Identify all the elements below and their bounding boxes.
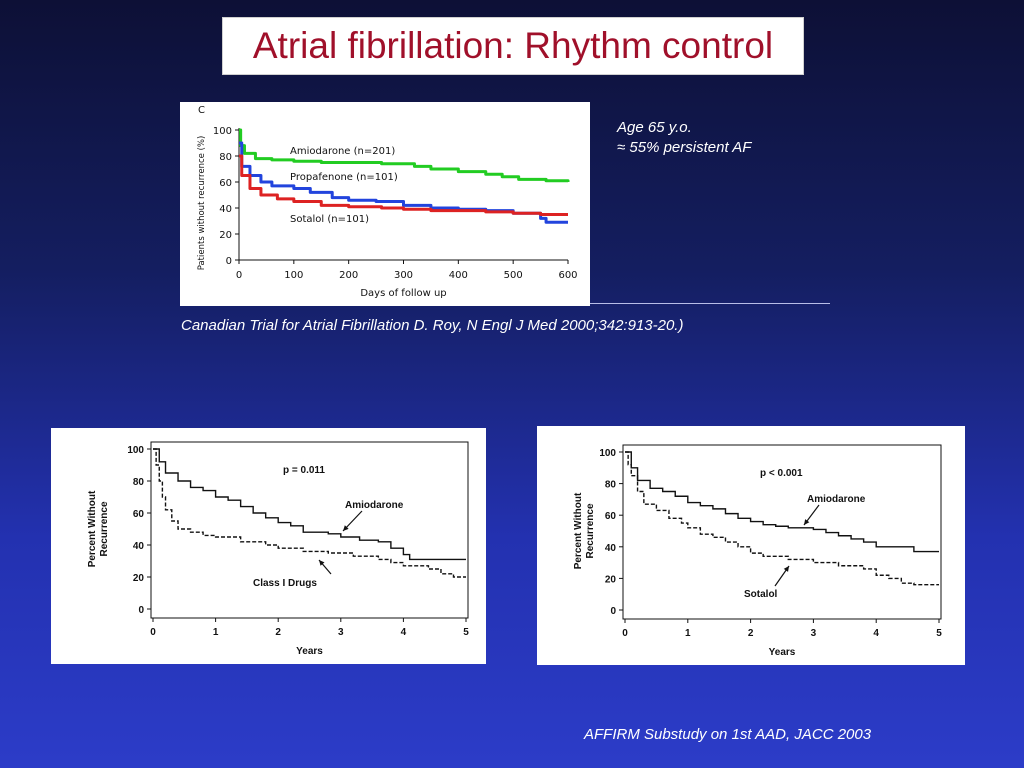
y-axis-label-line2: Recurrence xyxy=(99,501,110,556)
series-label-class-i-drugs: Class I Drugs xyxy=(253,578,317,589)
citation-ctaf: Canadian Trial for Atrial Fibrillation D… xyxy=(181,317,684,334)
x-tick-label: 5 xyxy=(936,628,942,639)
x-tick-label: 1 xyxy=(213,627,219,638)
x-tick-label: 3 xyxy=(811,628,817,639)
y-tick-label: 100 xyxy=(127,445,144,456)
x-tick-label: 0 xyxy=(236,270,242,281)
chart-panel-sotalol: 0 20 40 60 80 100 0 1 2 3 4 5 Years Percent Without Re… xyxy=(537,426,965,665)
x-tick-label: 600 xyxy=(558,270,577,281)
panel-letter: C xyxy=(198,105,205,116)
y-tick-label: 80 xyxy=(219,152,232,163)
x-tick-label: 300 xyxy=(394,270,413,281)
y-tick-label: 20 xyxy=(219,230,232,241)
note-age: Age 65 y.o. xyxy=(617,119,692,136)
y-tick-label: 40 xyxy=(133,541,145,552)
y-tick-label: 0 xyxy=(610,606,616,617)
study-note: Age 65 y.o. ≈ 55% persistent AF xyxy=(617,118,751,158)
y-tick-label: 60 xyxy=(605,511,617,522)
series-label-propafenone-n-101: Propafenone (n=101) xyxy=(290,172,398,183)
label-arrow-head xyxy=(319,560,325,566)
x-tick-label: 0 xyxy=(622,628,628,639)
y-tick-label: 80 xyxy=(605,480,617,491)
label-arrow-head xyxy=(804,519,810,525)
x-tick-label: 4 xyxy=(873,628,879,639)
label-arrow-head xyxy=(783,566,789,572)
p-value-annotation: p < 0.001 xyxy=(760,468,803,479)
y-tick-label: 40 xyxy=(219,204,232,215)
series-line-amiodarone xyxy=(153,448,466,561)
title-box: Atrial fibrillation: Rhythm control xyxy=(222,17,804,75)
note-persistent-af: ≈ 55% persistent AF xyxy=(617,139,752,156)
series-label-sotalol: Sotalol xyxy=(744,589,778,600)
x-tick-label: 0 xyxy=(150,627,156,638)
x-axis-label: Years xyxy=(296,646,323,657)
x-tick-label: 2 xyxy=(275,627,281,638)
series-line-class-i-drugs xyxy=(153,448,466,578)
x-tick-label: 2 xyxy=(748,628,754,639)
series-line-amiodarone-n-201 xyxy=(239,128,570,183)
affirm-sotalol-chart: 0 20 40 60 80 100 0 1 2 3 4 5 Years Percent Without Re… xyxy=(573,444,942,658)
x-tick-label: 400 xyxy=(449,270,468,281)
citation-affirm: AFFIRM Substudy on 1st AAD, JACC 2003 xyxy=(584,726,872,743)
slide-title: Atrial fibrillation: Rhythm control xyxy=(252,25,774,66)
y-axis-label: Patients without recurrence (%) xyxy=(197,136,207,271)
y-axis-label-line1: Percent Without xyxy=(87,490,98,567)
x-tick-label: 200 xyxy=(339,270,358,281)
ctaf-chart: C 0 20 40 60 80 100 0 100 200 300 400 500 600 Days of … xyxy=(197,105,578,299)
series-label-amiodarone: Amiodarone xyxy=(807,494,866,505)
y-tick-label: 100 xyxy=(213,126,232,137)
y-axis-label-line1: Percent Without xyxy=(573,492,584,569)
y-tick-label: 20 xyxy=(605,574,617,585)
x-axis-label: Years xyxy=(769,647,796,658)
x-tick-label: 500 xyxy=(504,270,523,281)
x-tick-label: 1 xyxy=(685,628,691,639)
y-axis-label-line2: Recurrence xyxy=(585,503,596,558)
series-label-sotalol-n-101: Sotalol (n=101) xyxy=(290,214,369,225)
affirm-class-i-chart: 0 20 40 60 80 100 0 1 2 3 4 5 Years Percent Without Re… xyxy=(87,441,469,657)
x-tick-label: 5 xyxy=(463,627,469,638)
divider-line xyxy=(590,303,830,304)
y-tick-label: 60 xyxy=(133,509,145,520)
x-tick-label: 100 xyxy=(284,270,303,281)
y-tick-label: 20 xyxy=(133,573,145,584)
series-label-amiodarone-n-201: Amiodarone (n=201) xyxy=(290,146,395,157)
label-arrow-head xyxy=(343,525,349,531)
y-tick-label: 0 xyxy=(226,256,232,267)
y-tick-label: 0 xyxy=(138,605,144,616)
y-tick-label: 100 xyxy=(599,448,616,459)
x-axis-label: Days of follow up xyxy=(360,288,446,299)
y-tick-label: 80 xyxy=(133,477,145,488)
chart-panel-class-i: 0 20 40 60 80 100 0 1 2 3 4 5 Years Percent Without Re… xyxy=(51,428,486,664)
chart-panel-ctaf: C 0 20 40 60 80 100 0 100 200 300 400 500 600 Days of … xyxy=(180,102,590,306)
series-line-amiodarone xyxy=(625,451,939,553)
plot-frame xyxy=(150,441,469,619)
series-label-amiodarone: Amiodarone xyxy=(345,500,404,511)
x-tick-label: 3 xyxy=(338,627,344,638)
y-tick-label: 60 xyxy=(219,178,232,189)
plot-frame xyxy=(622,444,942,620)
y-tick-label: 40 xyxy=(605,543,617,554)
x-tick-label: 4 xyxy=(401,627,407,638)
series-line-sotalol-n-101 xyxy=(239,154,568,216)
p-value-annotation: p = 0.011 xyxy=(283,465,325,476)
